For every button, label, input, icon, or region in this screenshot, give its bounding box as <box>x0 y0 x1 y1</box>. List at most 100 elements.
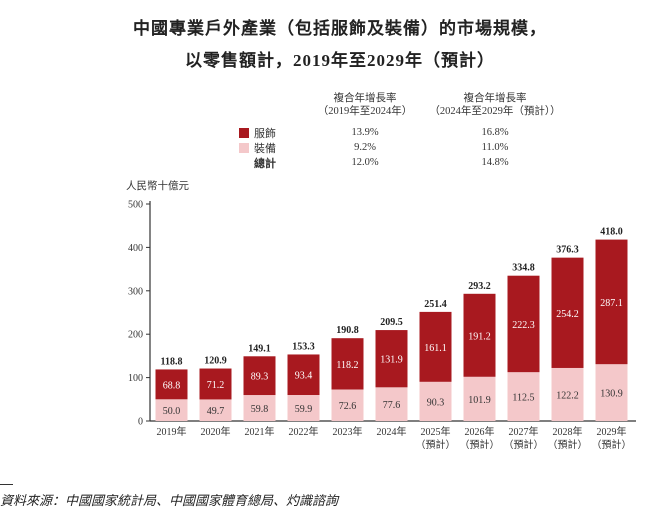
bar-value-label: 89.3 <box>251 372 269 383</box>
bar-value-label: 68.8 <box>163 380 181 391</box>
cagr-total-2: 14.8% <box>481 157 509 168</box>
y-tick-label: 100 <box>128 373 143 384</box>
bar-total-label: 293.2 <box>468 281 491 292</box>
bar-value-label: 77.6 <box>383 400 401 411</box>
legend-swatch-equipment <box>239 143 249 153</box>
x-tick-label: 2028年 <box>553 425 583 438</box>
bar-total-label: 120.9 <box>204 356 227 367</box>
bar-value-label: 161.1 <box>424 343 447 354</box>
bar-value-label: 191.2 <box>468 331 491 342</box>
bar-value-label: 130.9 <box>600 389 623 400</box>
source-note: 資料來源：中國國家統計局、中國國家體育總局、灼識諮詢 <box>0 493 339 508</box>
x-tick-label: 2020年 <box>201 425 231 438</box>
x-tick-sublabel: （預計） <box>460 438 500 451</box>
x-tick-label: 2022年 <box>289 425 319 438</box>
bar-segment-apparel <box>595 239 628 365</box>
x-tick-label: 2024年 <box>377 425 407 438</box>
bar-segment-equipment <box>375 387 408 421</box>
bar-total-label: 149.1 <box>248 343 271 354</box>
legend-label-apparel: 服飾 <box>254 128 276 140</box>
cagr-header-1-line2: （2019年至2024年） <box>317 106 413 117</box>
bar-segment-apparel <box>331 338 364 390</box>
bar-segment-equipment <box>419 381 452 421</box>
bar-value-label: 112.5 <box>512 393 534 404</box>
bar-segment-equipment <box>199 399 232 421</box>
bar-segment-equipment <box>551 367 584 421</box>
bar-total-label: 153.3 <box>292 341 315 352</box>
bar-value-label: 131.9 <box>380 355 403 366</box>
y-axis-unit-label: 人民幣十億元 <box>126 181 189 192</box>
bar-value-label: 122.2 <box>556 390 579 401</box>
bar-segment-apparel <box>287 354 320 396</box>
bar-segment-equipment <box>243 395 276 421</box>
bar-total-label: 376.3 <box>556 245 579 256</box>
cagr-equipment-2: 11.0% <box>481 142 509 153</box>
bar-value-label: 222.3 <box>512 320 535 331</box>
x-tick-label: 2026年 <box>465 425 495 438</box>
x-tick-label: 2021年 <box>245 425 275 438</box>
x-tick-label: 2019年 <box>157 425 187 438</box>
bar-value-label: 49.7 <box>207 406 225 417</box>
x-tick-label: 2027年 <box>509 425 539 438</box>
bar-total-label: 190.8 <box>336 325 359 336</box>
bar-segment-apparel <box>551 257 584 368</box>
bar-value-label: 90.3 <box>427 397 445 408</box>
bar-segment-equipment <box>287 395 320 421</box>
legend-label-equipment: 裝備 <box>254 143 276 155</box>
bar-segment-equipment <box>331 389 364 421</box>
cagr-header-1: 複合年增長率 （2019年至2024年） <box>310 92 420 118</box>
bar-segment-equipment <box>507 372 540 421</box>
x-tick-sublabel: （預計） <box>548 438 588 451</box>
bar-total-label: 251.4 <box>424 299 447 310</box>
bar-value-label: 72.6 <box>339 401 357 412</box>
legend-label-total: 總計 <box>254 158 276 170</box>
bar-value-label: 118.2 <box>336 360 358 371</box>
bar-value-label: 254.2 <box>556 309 579 320</box>
legend-swatch-apparel <box>239 128 249 138</box>
bar-segment-apparel <box>507 275 540 373</box>
x-tick-sublabel: （預計） <box>504 438 544 451</box>
bar-value-label: 50.0 <box>163 406 181 417</box>
x-tick-sublabel: （預計） <box>592 438 632 451</box>
cagr-header-2-line2: （2024年至2029年（預計）） <box>429 106 561 117</box>
bar-segment-apparel <box>375 330 408 388</box>
y-tick-label: 0 <box>138 417 143 428</box>
x-tick-sublabel: （預計） <box>416 438 456 451</box>
bar-value-label: 59.9 <box>295 404 313 415</box>
bar-value-label: 71.2 <box>207 380 225 391</box>
bar-segment-equipment <box>155 399 188 421</box>
bar-segment-apparel <box>463 293 496 377</box>
bar-segment-apparel <box>155 369 188 400</box>
bar-segment-equipment <box>595 364 628 421</box>
bar-value-label: 287.1 <box>600 298 623 309</box>
bar-segment-equipment <box>463 376 496 421</box>
bar-total-label: 334.8 <box>512 263 535 274</box>
bar-total-label: 209.5 <box>380 317 403 328</box>
cagr-total-1: 12.0% <box>351 157 379 168</box>
chart-title-line2: 以零售額計，2019年至2029年（預計） <box>185 51 495 70</box>
cagr-header-2-line1: 複合年增長率 <box>463 93 527 104</box>
x-tick-label: 2025年 <box>421 425 451 438</box>
bar-segment-apparel <box>199 368 232 400</box>
bar-segment-apparel <box>419 311 452 382</box>
y-tick-label: 500 <box>128 200 143 211</box>
cagr-equipment-1: 9.2% <box>354 142 376 153</box>
bar-total-label: 118.8 <box>161 356 183 367</box>
y-tick-label: 300 <box>128 286 143 297</box>
y-tick-label: 400 <box>128 243 143 254</box>
x-tick-label: 2029年 <box>597 425 627 438</box>
stacked-bar-chart: 0 100 200 300 400 500 50.0 68.8 118.8 2019年 49.7 71… <box>128 200 636 451</box>
cagr-header-2: 複合年增長率 （2024年至2029年（預計）） <box>425 92 565 118</box>
bar-segment-apparel <box>243 356 276 396</box>
cagr-apparel-1: 13.9% <box>351 127 379 138</box>
y-tick-label: 200 <box>128 330 143 341</box>
x-tick-label: 2023年 <box>333 425 363 438</box>
bar-total-label: 418.0 <box>600 227 623 238</box>
bar-value-label: 101.9 <box>468 395 491 406</box>
cagr-header-1-line1: 複合年增長率 <box>333 93 397 104</box>
cagr-apparel-2: 16.8% <box>481 127 509 138</box>
bar-value-label: 93.4 <box>295 371 313 382</box>
bar-value-label: 59.8 <box>251 404 269 415</box>
source-divider <box>0 484 13 485</box>
chart-title-line1: 中國專業戶外產業（包括服飾及裝備）的市場規模， <box>133 19 547 38</box>
